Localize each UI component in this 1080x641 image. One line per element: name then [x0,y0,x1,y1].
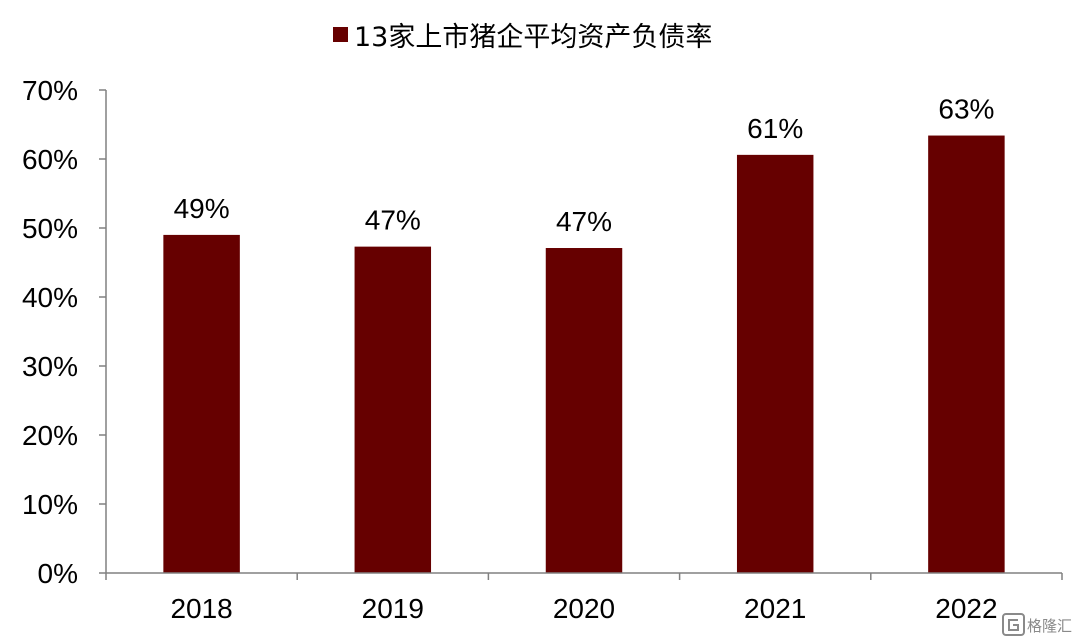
data-label: 49% [174,193,230,224]
watermark-text: 格隆汇 [1027,617,1072,635]
data-label: 63% [938,94,994,125]
bar [928,135,1005,574]
bar [736,154,814,574]
data-label: 47% [556,206,612,237]
legend-label: 13家上市猪企平均资产负债率 [354,22,712,53]
y-axis: 0% 10% 20% 30% 40% 50% 60% 70% [22,75,107,589]
y-tick-label: 70% [22,75,78,106]
watermark: 格隆汇 [1002,613,1072,636]
x-tick-label: 2022 [935,593,997,624]
data-label: 61% [747,113,803,144]
x-tick-label: 2018 [170,593,232,624]
y-tick-label: 10% [22,489,78,520]
y-tick-label: 50% [22,213,78,244]
y-tick-label: 20% [22,420,78,451]
y-tick-label: 0% [38,558,78,589]
bar [545,248,623,573]
bars-group: 49% 47% 47% 61% 63% [163,94,1005,574]
legend-swatch [333,27,348,42]
x-axis: 2018 2019 2020 2021 2022 [105,572,1063,624]
logo-icon [1002,613,1025,636]
legend: 13家上市猪企平均资产负债率 [333,22,712,53]
x-tick-label: 2020 [553,593,615,624]
bar [163,234,240,573]
y-tick-label: 60% [22,144,78,175]
x-tick-label: 2019 [362,593,424,624]
data-label: 47% [365,205,421,236]
y-tick-label: 30% [22,351,78,382]
x-tick-label: 2021 [744,593,806,624]
y-tick-label: 40% [22,282,78,313]
bar [354,246,432,573]
